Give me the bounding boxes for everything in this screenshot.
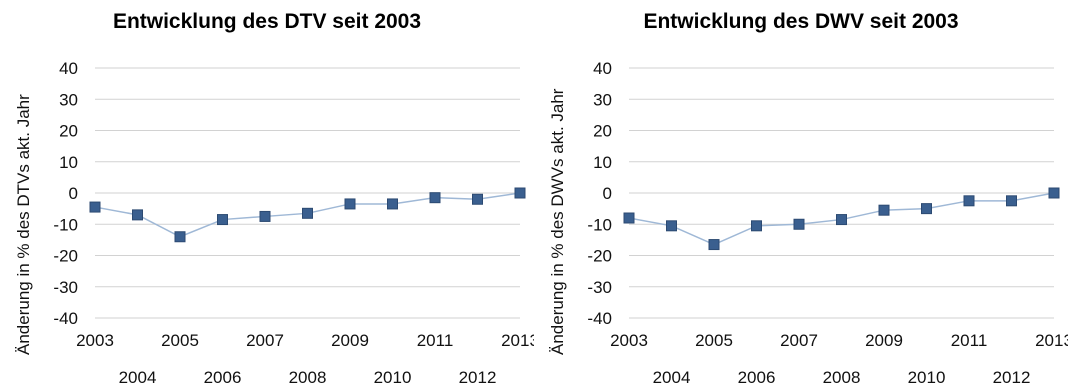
y-tick-label: 40 <box>593 59 612 78</box>
data-point <box>623 212 635 224</box>
x-tick-label: 2007 <box>246 331 284 350</box>
y-tick-label: 30 <box>59 90 78 109</box>
x-tick-label: 2010 <box>374 368 412 385</box>
data-point <box>666 220 677 232</box>
y-tick-label: 10 <box>593 153 612 172</box>
y-tick-label: -10 <box>53 215 78 234</box>
data-point <box>963 195 975 207</box>
data-point <box>387 198 398 210</box>
y-tick-label: 0 <box>69 184 78 203</box>
y-tick-label: 10 <box>59 153 78 172</box>
data-point <box>751 220 762 232</box>
y-tick-label: -30 <box>53 278 78 297</box>
y-tick-label: 20 <box>593 122 612 141</box>
data-point <box>302 207 313 219</box>
data-point <box>89 201 101 213</box>
x-tick-label: 2008 <box>289 368 327 385</box>
data-point <box>344 198 356 210</box>
data-point <box>878 204 890 216</box>
x-tick-label: 2007 <box>780 331 818 350</box>
y-tick-label: 30 <box>593 90 612 109</box>
data-point <box>132 209 143 221</box>
x-tick-label: 2005 <box>161 331 199 350</box>
x-tick-label: 2011 <box>417 331 454 350</box>
x-tick-label: 2009 <box>865 331 903 350</box>
y-tick-label: 40 <box>59 59 78 78</box>
chart-panel-dwv: Entwicklung des DWV seit 2003 Änderung i… <box>534 0 1068 385</box>
chart-title: Entwicklung des DTV seit 2003 <box>112 10 422 33</box>
y-tick-label: -10 <box>587 215 612 234</box>
x-tick-label: 2004 <box>653 368 691 385</box>
data-point <box>514 187 526 199</box>
data-point <box>708 239 720 251</box>
y-tick-label: -20 <box>587 247 612 266</box>
x-tick-label: 2010 <box>908 368 946 385</box>
y-tick-label: -30 <box>587 278 612 297</box>
chart-panel-dtv: Entwicklung des DTV seit 2003 Änderung i… <box>14 10 534 385</box>
x-tick-label: 2013 <box>501 331 534 350</box>
data-point <box>429 192 441 204</box>
x-tick-label: 2006 <box>204 368 242 385</box>
data-point <box>836 214 847 226</box>
y-tick-label: -40 <box>587 309 612 328</box>
x-tick-label: 2004 <box>119 368 157 385</box>
x-tick-label: 2012 <box>459 368 497 385</box>
x-tick-label: 2003 <box>610 331 648 350</box>
x-tick-label: 2003 <box>76 331 114 350</box>
y-tick-label: -20 <box>53 247 78 266</box>
chart-title: Entwicklung des DWV seit 2003 <box>643 10 959 33</box>
data-point <box>217 214 228 226</box>
x-tick-label: 2005 <box>695 331 733 350</box>
y-tick-label: 0 <box>603 184 612 203</box>
y-tick-label: -40 <box>53 309 78 328</box>
data-point <box>1006 195 1017 207</box>
data-point <box>793 218 805 230</box>
data-point <box>259 210 271 222</box>
x-tick-label: 2012 <box>993 368 1031 385</box>
x-tick-label: 2011 <box>951 331 988 350</box>
y-tick-label: 20 <box>59 122 78 141</box>
data-point <box>1048 187 1060 199</box>
x-tick-label: 2008 <box>823 368 861 385</box>
x-tick-label: 2009 <box>331 331 369 350</box>
data-point <box>174 231 186 243</box>
x-tick-label: 2013 <box>1035 331 1068 350</box>
data-point <box>472 193 483 205</box>
x-tick-label: 2006 <box>738 368 776 385</box>
data-point <box>921 203 932 215</box>
